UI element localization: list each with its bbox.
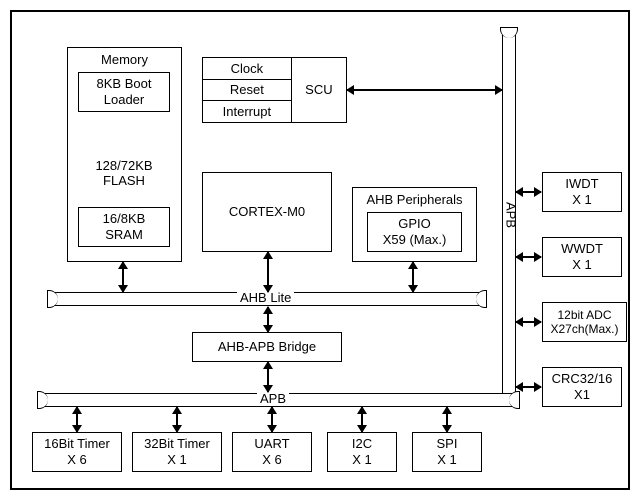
- arrow-cpu-ahblite: [267, 252, 269, 292]
- timer32-block: 32Bit Timer X 1: [132, 432, 222, 472]
- gpio-block: GPIO X59 (Max.): [367, 212, 462, 252]
- arrow-bridge-apb: [267, 362, 269, 392]
- arrow-ahblite-bridge: [267, 307, 269, 332]
- arrow-scu-apb: [347, 89, 502, 91]
- cpu-label: CORTEX-M0: [229, 204, 305, 220]
- uart-block: UART X 6: [232, 432, 312, 472]
- ahb-peripherals-title: AHB Peripherals: [366, 192, 462, 208]
- bridge-label: AHB-APB Bridge: [218, 339, 316, 355]
- scu-reset-row: Reset: [203, 80, 291, 102]
- arrow-uart-apb: [271, 407, 273, 432]
- apb-bottom-label: APB: [257, 391, 289, 406]
- adc-block: 12bit ADC X27ch(Max.): [542, 302, 627, 342]
- arrow-memory-ahblite: [122, 262, 124, 292]
- iwdt-block: IWDT X 1: [542, 172, 622, 212]
- arrow-spi-apb: [446, 407, 448, 432]
- arrow-adc-apb: [516, 321, 541, 323]
- timer16-block: 16Bit Timer X 6: [32, 432, 122, 472]
- arrow-iwdt-apb: [516, 191, 541, 193]
- boot-loader-label: 8KB Boot Loader: [97, 76, 152, 107]
- flash-label: 128/72KB FLASH: [78, 142, 170, 189]
- ahb-apb-bridge-block: AHB-APB Bridge: [192, 332, 342, 362]
- spi-block: SPI X 1: [412, 432, 482, 472]
- scu-clock-row: Clock: [203, 58, 291, 80]
- sram-block: 16/8KB SRAM: [78, 207, 170, 247]
- arrow-timer32-apb: [176, 407, 178, 432]
- diagram-frame: Memory 8KB Boot Loader 128/72KB FLASH 16…: [10, 10, 630, 490]
- crc-block: CRC32/16 X1: [542, 367, 622, 407]
- scu-block: Clock Reset Interrupt SCU: [202, 57, 347, 123]
- arrow-crc-apb: [516, 386, 541, 388]
- apb-right-label: APB: [503, 202, 519, 228]
- scu-label: SCU: [292, 82, 346, 98]
- boot-loader-block: 8KB Boot Loader: [78, 72, 170, 112]
- wwdt-block: WWDT X 1: [542, 237, 622, 277]
- arrow-ahbp-ahblite: [412, 262, 414, 292]
- arrow-timer16-apb: [76, 407, 78, 432]
- sram-label: 16/8KB SRAM: [103, 211, 146, 242]
- arrow-i2c-apb: [361, 407, 363, 432]
- arrow-wwdt-apb: [516, 256, 541, 258]
- i2c-block: I2C X 1: [327, 432, 397, 472]
- gpio-label: GPIO X59 (Max.): [383, 216, 447, 247]
- scu-interrupt-row: Interrupt: [203, 101, 291, 122]
- cpu-block: CORTEX-M0: [202, 172, 332, 252]
- memory-title: Memory: [101, 52, 148, 68]
